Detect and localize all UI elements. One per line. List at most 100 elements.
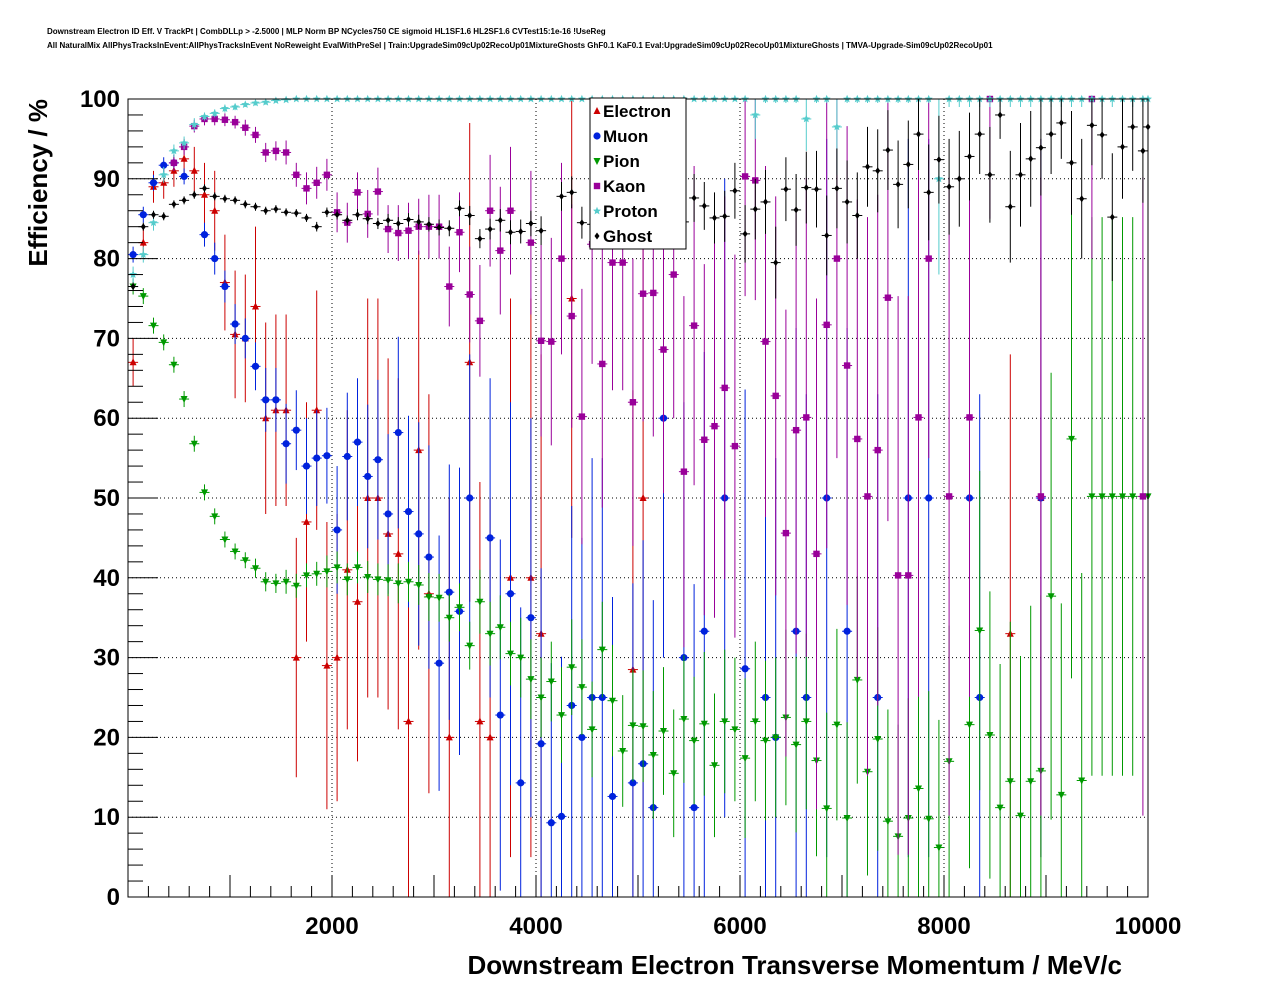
pion-point bbox=[588, 726, 596, 734]
kaon-point bbox=[884, 294, 892, 301]
pion-point bbox=[303, 572, 310, 580]
ghost-point bbox=[151, 211, 156, 219]
electron-point bbox=[139, 238, 147, 246]
pion-point bbox=[1057, 791, 1065, 799]
kaon-point bbox=[1139, 493, 1147, 500]
ghost-point bbox=[579, 219, 585, 227]
x-tick-label: 8000 bbox=[917, 913, 970, 940]
ghost-point bbox=[375, 220, 381, 227]
ghost-point bbox=[905, 160, 911, 168]
y-tick-label: 50 bbox=[93, 485, 120, 512]
kaon-point bbox=[894, 572, 902, 579]
kaon-point bbox=[1037, 493, 1045, 500]
y-tick-label: 0 bbox=[107, 884, 120, 911]
pion-point bbox=[1078, 777, 1086, 785]
kaon-point bbox=[221, 116, 229, 123]
pion-point bbox=[180, 396, 188, 403]
ghost-point bbox=[263, 207, 269, 215]
kaon-point bbox=[446, 283, 453, 290]
y-tick-label: 20 bbox=[93, 724, 120, 751]
kaon-point bbox=[639, 290, 647, 297]
proton-point bbox=[159, 170, 168, 179]
kaon-point bbox=[211, 115, 218, 123]
ghost-point bbox=[1089, 121, 1095, 129]
pion-point bbox=[517, 654, 525, 662]
ghost-point bbox=[926, 188, 932, 196]
pion-point bbox=[466, 642, 474, 650]
muon-point bbox=[445, 588, 453, 596]
legend-marker-pion bbox=[593, 158, 601, 165]
pion-point bbox=[986, 732, 994, 739]
ghost-point bbox=[987, 171, 993, 179]
kaon-point bbox=[231, 118, 239, 126]
muon-point bbox=[404, 507, 413, 516]
muon-point bbox=[180, 172, 188, 181]
muon-point bbox=[364, 472, 372, 481]
kaon-point bbox=[945, 493, 953, 500]
ghost-point bbox=[528, 220, 534, 227]
electron-point bbox=[486, 733, 494, 741]
ghost-point bbox=[140, 223, 146, 231]
electron-point bbox=[354, 597, 361, 605]
pion-point bbox=[1129, 493, 1137, 501]
pion-point bbox=[262, 578, 270, 586]
pion-point bbox=[558, 712, 565, 720]
muon-point bbox=[537, 740, 545, 748]
pion-point bbox=[201, 489, 208, 497]
pion-point bbox=[323, 568, 331, 576]
ghost-point bbox=[487, 225, 493, 233]
legend-marker-ghost bbox=[594, 232, 600, 240]
kaon-point bbox=[741, 173, 749, 180]
kaon-point bbox=[650, 289, 657, 297]
ghost-point bbox=[773, 259, 779, 267]
muon-point bbox=[557, 812, 566, 821]
kaon-point bbox=[874, 446, 881, 454]
pion-point bbox=[721, 718, 729, 726]
muon-point bbox=[343, 452, 351, 461]
proton-point bbox=[210, 109, 219, 117]
muon-point bbox=[333, 526, 341, 534]
ghost-point bbox=[253, 203, 258, 211]
y-tick-label: 10 bbox=[93, 804, 120, 831]
legend-box bbox=[589, 97, 687, 250]
kaon-point bbox=[905, 572, 912, 579]
kaon-point bbox=[803, 414, 810, 421]
ghost-point bbox=[916, 130, 921, 138]
pion-point bbox=[343, 576, 351, 584]
legend-marker-muon bbox=[593, 132, 601, 140]
ghost-point bbox=[814, 185, 819, 193]
pion-point bbox=[935, 844, 943, 852]
ghost-point bbox=[763, 198, 768, 206]
muon-point bbox=[160, 161, 168, 169]
pion-point bbox=[823, 805, 831, 813]
kaon-point bbox=[823, 321, 830, 329]
muon-point bbox=[211, 255, 219, 263]
ghost-point bbox=[242, 200, 248, 208]
pion-point bbox=[547, 678, 555, 686]
electron-point bbox=[476, 717, 484, 725]
ghost-point bbox=[946, 183, 952, 191]
kaon-point bbox=[701, 436, 708, 443]
y-tick-label: 90 bbox=[93, 166, 120, 193]
ghost-point bbox=[1058, 119, 1064, 127]
ghost-point bbox=[865, 163, 870, 171]
electron-point bbox=[252, 302, 259, 310]
muon-point bbox=[425, 553, 433, 561]
pion-point bbox=[884, 818, 892, 826]
electron-point bbox=[445, 733, 453, 741]
legend: Electron Muon Pion Kaon Proton Ghost bbox=[589, 97, 687, 250]
pion-point bbox=[833, 721, 841, 729]
pion-point bbox=[578, 684, 586, 692]
muon-point bbox=[843, 627, 851, 635]
ghost-point bbox=[793, 206, 799, 214]
electron-point bbox=[303, 517, 310, 525]
ghost-point bbox=[273, 205, 279, 213]
ghost-point bbox=[446, 224, 452, 232]
pion-point bbox=[476, 598, 484, 606]
y-tick-label: 70 bbox=[93, 325, 120, 352]
pion-point bbox=[272, 580, 280, 588]
kaon-point bbox=[915, 414, 922, 421]
pion-point bbox=[364, 574, 372, 581]
kaon-point bbox=[762, 338, 769, 345]
